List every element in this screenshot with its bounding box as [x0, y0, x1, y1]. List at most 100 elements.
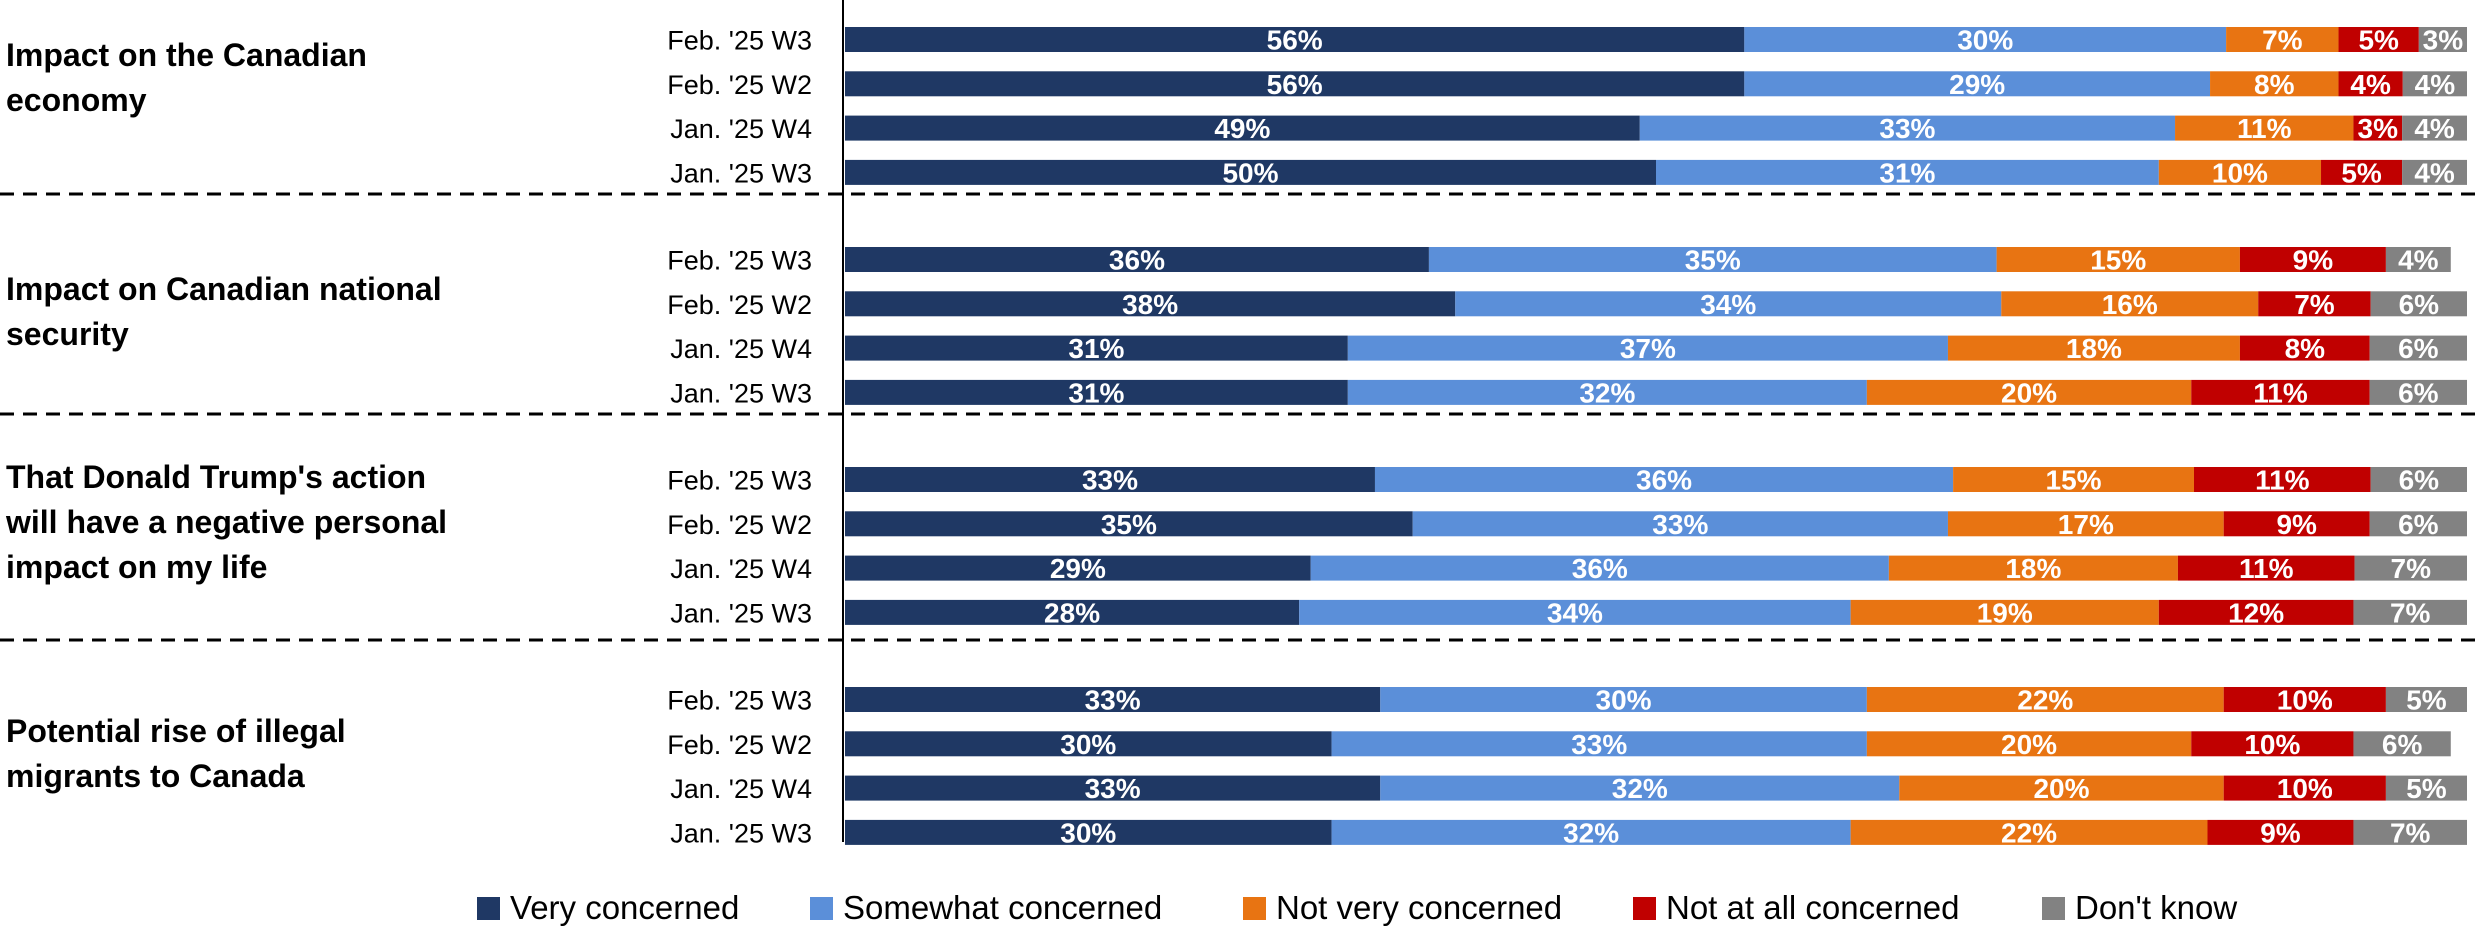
data-label: 33% [1085, 685, 1141, 716]
data-label: 11% [2237, 113, 2292, 144]
data-label: 16% [2102, 289, 2158, 320]
data-label: 12% [2228, 597, 2284, 628]
data-label: 8% [2254, 69, 2295, 100]
data-label: 4% [2350, 69, 2391, 100]
bar-segment [2239, 335, 2370, 361]
data-label: 30% [1060, 729, 1116, 760]
bar-segment [1380, 687, 1867, 712]
bar-segment [2258, 291, 2371, 317]
data-label: 33% [1571, 729, 1627, 760]
bar-segment [845, 511, 1413, 537]
data-label: 10% [2244, 729, 2300, 760]
data-label: 17% [2058, 509, 2114, 540]
bar-segment [1380, 775, 1900, 801]
bar-segment [845, 467, 1375, 492]
bar-segment [1996, 247, 2240, 272]
data-label: 20% [2001, 729, 2057, 760]
data-label: 5% [2406, 685, 2447, 716]
bar-segment [2207, 819, 2354, 845]
bar-segment [2402, 71, 2467, 97]
legend-swatch [2042, 896, 2065, 920]
data-label: 5% [2406, 773, 2447, 804]
bar-segment [1331, 819, 1851, 845]
bar-segment [2354, 555, 2467, 581]
bar-segment [845, 379, 1348, 405]
bar-segment [1639, 115, 2176, 141]
data-label: 50% [1222, 157, 1278, 188]
row-label: Feb. '25 W2 [667, 730, 812, 760]
data-label: 35% [1685, 245, 1741, 276]
bar-segment [2353, 819, 2467, 845]
bar-segment [2193, 467, 2371, 492]
data-label: 3% [2358, 113, 2399, 144]
bar-segment [2001, 291, 2259, 317]
bar-segment [2191, 379, 2370, 405]
data-label: 5% [2341, 157, 2382, 188]
data-label: 29% [1949, 69, 2005, 100]
row-label: Feb. '25 W3 [667, 246, 812, 276]
data-label: 33% [1085, 773, 1141, 804]
row-label: Jan. '25 W4 [670, 114, 812, 144]
data-label: 15% [2046, 465, 2102, 496]
bar-segment [2353, 731, 2451, 757]
data-label: 3% [2423, 25, 2464, 56]
data-label: 7% [2390, 817, 2431, 848]
data-label: 33% [1652, 509, 1708, 540]
data-label: 7% [2294, 289, 2335, 320]
bar-segment [845, 27, 1745, 52]
row-label: Jan. '25 W3 [670, 818, 812, 848]
data-label: 56% [1267, 69, 1323, 100]
data-label: 37% [1620, 333, 1676, 364]
data-label: 30% [1957, 25, 2013, 56]
bar-segment [2158, 159, 2322, 185]
bar-segment [1866, 687, 2224, 712]
bar-segment [2369, 379, 2467, 405]
bar-segment [2369, 511, 2467, 537]
legend: Very concerned Somewhat concerned Not ve… [0, 888, 2484, 928]
bar-segment [1850, 599, 2159, 625]
bar-segment [1953, 467, 2194, 492]
bar-segment [1656, 159, 2159, 185]
data-label: 15% [2090, 245, 2146, 276]
row-label: Feb. '25 W3 [667, 26, 812, 56]
row-label: Jan. '25 W4 [670, 334, 812, 364]
data-label: 18% [2005, 553, 2061, 584]
data-label: 49% [1214, 113, 1270, 144]
bar-segment [1899, 775, 2224, 801]
bar-segment [845, 731, 1332, 757]
bar-segment [2385, 775, 2467, 801]
data-label: 4% [2398, 245, 2439, 276]
data-label: 11% [2255, 465, 2310, 496]
row-label: Feb. '25 W2 [667, 70, 812, 100]
data-label: 31% [1068, 377, 1124, 408]
bar-segment [845, 159, 1656, 185]
bar-segment [1947, 335, 2240, 361]
data-label: 6% [2398, 509, 2439, 540]
row-label: Jan. '25 W3 [670, 158, 812, 188]
data-label: 22% [2017, 685, 2073, 716]
data-label: 32% [1612, 773, 1668, 804]
data-label: 31% [1879, 157, 1935, 188]
bar-segment [2223, 687, 2386, 712]
data-label: 6% [2398, 377, 2439, 408]
legend-item-not-at-all-concerned: Not at all concerned [1633, 888, 1960, 928]
bar-segment [2385, 247, 2451, 272]
bar-segment [1428, 247, 1997, 272]
bar-segment [2370, 291, 2467, 317]
row-label: Jan. '25 W4 [670, 554, 812, 584]
legend-item-dont-know: Don't know [2042, 888, 2237, 928]
bar-segment [845, 555, 1311, 581]
bar-segment [1888, 555, 2178, 581]
bar-segment [1310, 555, 1889, 581]
group-title-economy: Impact on the Canadian economy [6, 37, 367, 118]
legend-item-very-concerned: Very concerned [477, 888, 739, 928]
bar-segment [2338, 27, 2419, 52]
bar-segment [2402, 115, 2467, 141]
bar-segment [845, 247, 1429, 272]
data-label: 7% [2390, 597, 2431, 628]
data-label: 34% [1547, 597, 1603, 628]
data-label: 20% [2033, 773, 2089, 804]
bar-segment [1331, 731, 1867, 757]
bar-segment [1347, 335, 1948, 361]
legend-label: Somewhat concerned [843, 889, 1163, 926]
